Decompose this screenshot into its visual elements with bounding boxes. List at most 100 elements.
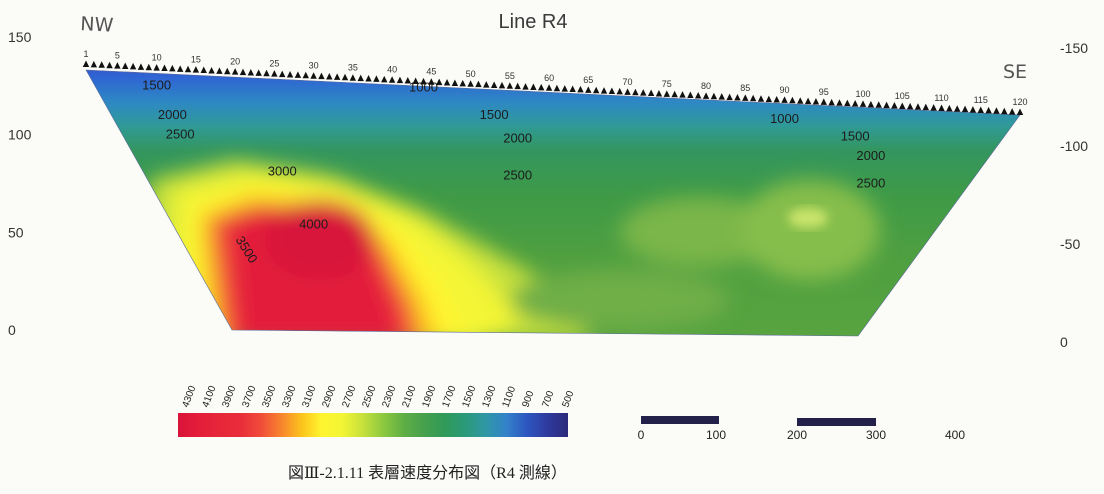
contour-label: 3000 — [268, 164, 297, 179]
station-marker — [122, 62, 129, 70]
station-marker — [255, 69, 262, 76]
station-marker — [286, 70, 294, 78]
station-label: 80 — [701, 81, 711, 91]
station-marker — [553, 84, 561, 92]
contour-label: 2000 — [503, 130, 532, 145]
colorbar-tick-label: 2500 — [360, 384, 378, 409]
contour-label: 2000 — [158, 107, 187, 122]
station-marker — [695, 91, 702, 99]
station-marker — [702, 92, 710, 99]
station-marker — [381, 75, 388, 83]
colorbar-tick-label: 1100 — [500, 385, 518, 409]
contour-label: 1500 — [480, 107, 509, 122]
contour-label: 1000 — [770, 111, 799, 126]
station-marker — [263, 69, 270, 77]
station-marker — [208, 66, 215, 74]
station-marker — [514, 82, 521, 90]
station-marker — [106, 61, 113, 69]
left-axis-tick-label: 100 — [8, 127, 32, 143]
station-label: 30 — [309, 61, 319, 71]
station-marker — [365, 75, 372, 82]
right-axis-tick-label: -150 — [1060, 40, 1088, 56]
station-marker — [435, 78, 443, 86]
station-marker — [608, 87, 616, 95]
colorbar-tick-label: 3900 — [220, 384, 238, 409]
contour-label: 2000 — [856, 148, 885, 163]
station-marker — [844, 99, 851, 107]
station-marker — [239, 68, 247, 76]
station-marker — [82, 60, 90, 67]
station-marker — [467, 80, 474, 87]
contour-labels: 1500200025001000150020002500300040003500… — [142, 78, 885, 266]
station-marker — [569, 85, 576, 93]
station-marker — [875, 101, 882, 108]
colorbar-tick-label: 4300 — [180, 384, 198, 409]
station-marker — [310, 72, 317, 79]
colorbar-tick-label: 3100 — [300, 384, 318, 409]
station-label: 75 — [662, 79, 672, 89]
station-marker — [663, 90, 671, 97]
station-marker — [679, 91, 686, 98]
station-marker — [993, 107, 1000, 114]
station-label: 105 — [895, 91, 910, 101]
contour-label: 1500 — [841, 129, 870, 144]
scale-bar-labels: 0 100 200 300 400 — [638, 428, 966, 442]
station-marker — [851, 100, 859, 107]
station-marker — [129, 62, 137, 70]
station-marker — [647, 89, 655, 97]
station-marker — [789, 96, 796, 104]
station-marker — [404, 77, 411, 84]
station-marker — [412, 77, 419, 84]
station-marker — [459, 79, 466, 87]
station-marker — [341, 73, 349, 81]
station-marker — [961, 105, 969, 113]
station-label: 1 — [83, 49, 88, 59]
station-marker — [726, 93, 733, 101]
station-marker — [349, 74, 357, 81]
station-label: 100 — [856, 89, 871, 99]
station-marker — [271, 70, 278, 77]
station-label: 65 — [583, 75, 593, 85]
scale-bar-label: 300 — [866, 428, 886, 442]
station-marker — [797, 97, 804, 104]
station-marker — [184, 65, 192, 73]
station-marker — [836, 99, 843, 106]
station-marker — [530, 83, 537, 90]
station-marker — [231, 68, 239, 75]
station-marker — [859, 100, 867, 107]
station-marker — [891, 102, 898, 109]
colorbar-tick-label: 4100 — [200, 384, 218, 409]
scale-bar-label: 400 — [945, 428, 965, 442]
chart-title: Line R4 — [499, 11, 568, 33]
station-label: 95 — [819, 87, 829, 97]
station-marker — [1016, 108, 1024, 115]
contour-label: 4000 — [299, 216, 328, 231]
station-marker — [161, 64, 168, 72]
station-marker — [828, 98, 835, 106]
left-elevation-axis: 150 100 50 0 — [8, 29, 32, 338]
station-marker — [216, 67, 223, 74]
station-marker — [640, 89, 647, 96]
station-marker — [812, 98, 820, 105]
colorbar-tick-label: 3300 — [280, 384, 298, 409]
station-marker — [302, 71, 309, 79]
station-markers — [82, 60, 1024, 115]
station-label: 25 — [269, 59, 279, 69]
station-marker — [585, 86, 592, 93]
station-marker — [483, 81, 490, 88]
contour-label: 2500 — [166, 127, 195, 142]
station-marker — [616, 87, 623, 95]
station-label: 15 — [191, 55, 201, 65]
station-marker — [145, 63, 152, 71]
colorbar-tick-label: 700 — [540, 389, 556, 409]
station-marker — [914, 103, 922, 110]
station-label: 40 — [387, 65, 397, 75]
station-marker — [443, 79, 451, 86]
station-marker — [538, 83, 545, 91]
station-marker — [357, 74, 364, 82]
velocity-section — [86, 70, 1020, 336]
station-marker — [200, 66, 207, 74]
station-marker — [577, 85, 584, 93]
colorbar-tick-label: 3700 — [240, 384, 258, 409]
colorbar-tick-label: 1700 — [440, 384, 458, 409]
